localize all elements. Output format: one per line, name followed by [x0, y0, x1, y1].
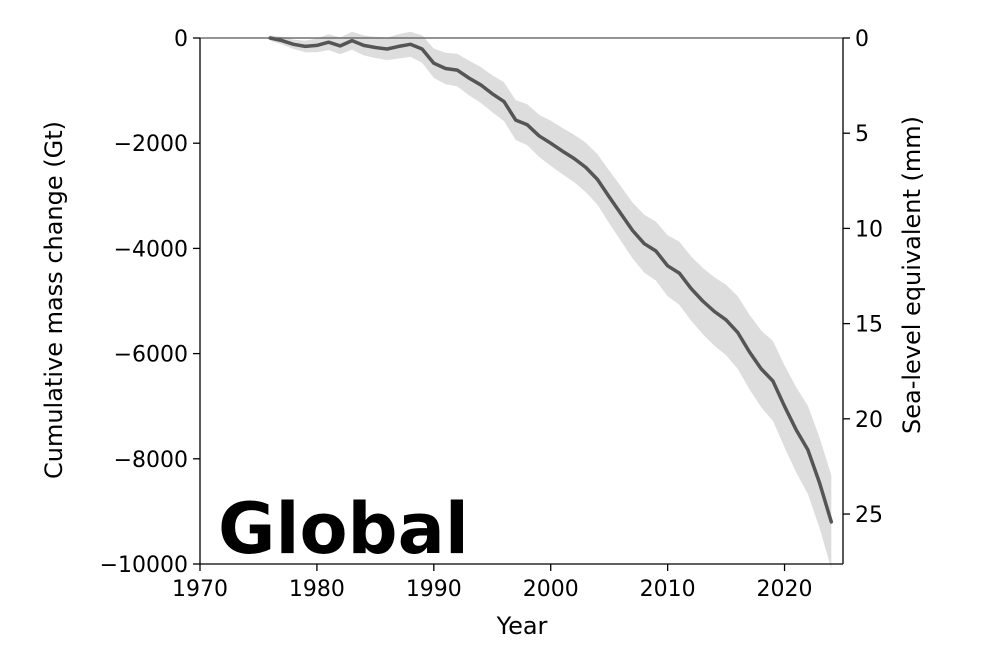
y-tick-label-left: −6000 [114, 343, 188, 368]
y-tick-label-left: −10000 [100, 553, 188, 578]
y-tick-label-left: −4000 [114, 237, 188, 262]
uncertainty-band-layer [270, 31, 832, 569]
region-label: Global [218, 488, 469, 570]
y-axis-label-left: Cumulative mass change (Gt) [40, 121, 68, 479]
y-tick-label-right: 10 [855, 217, 883, 242]
series-line-layer [268, 36, 834, 524]
y-axis-label-right: Sea-level equivalent (mm) [898, 116, 926, 434]
x-tick-label: 1990 [406, 577, 462, 602]
y-tick-label-left: 0 [174, 27, 188, 52]
uncertainty-band-0 [270, 31, 832, 569]
x-axis-label: Year [496, 612, 548, 640]
x-tick-label: 2010 [640, 577, 696, 602]
y-tick-label-left: −2000 [114, 132, 188, 157]
y-tick-label-right: 25 [855, 503, 883, 528]
x-tick-label: 2000 [523, 577, 579, 602]
x-tick-label: 1980 [289, 577, 345, 602]
x-tick-label: 1970 [172, 577, 228, 602]
y-tick-label-right: 20 [855, 408, 883, 433]
y-tick-label-right: 0 [855, 27, 869, 52]
x-tick-label: 2020 [757, 577, 813, 602]
y-tick-label-left: −8000 [114, 448, 188, 473]
series-line-0 [268, 36, 834, 524]
y-tick-label-right: 15 [855, 313, 883, 338]
axes: 0 −2000 −4000 −6000 −8000 −10000 0 5 10 15 20 25 197… [100, 27, 883, 602]
y-tick-label-right: 5 [855, 122, 869, 147]
